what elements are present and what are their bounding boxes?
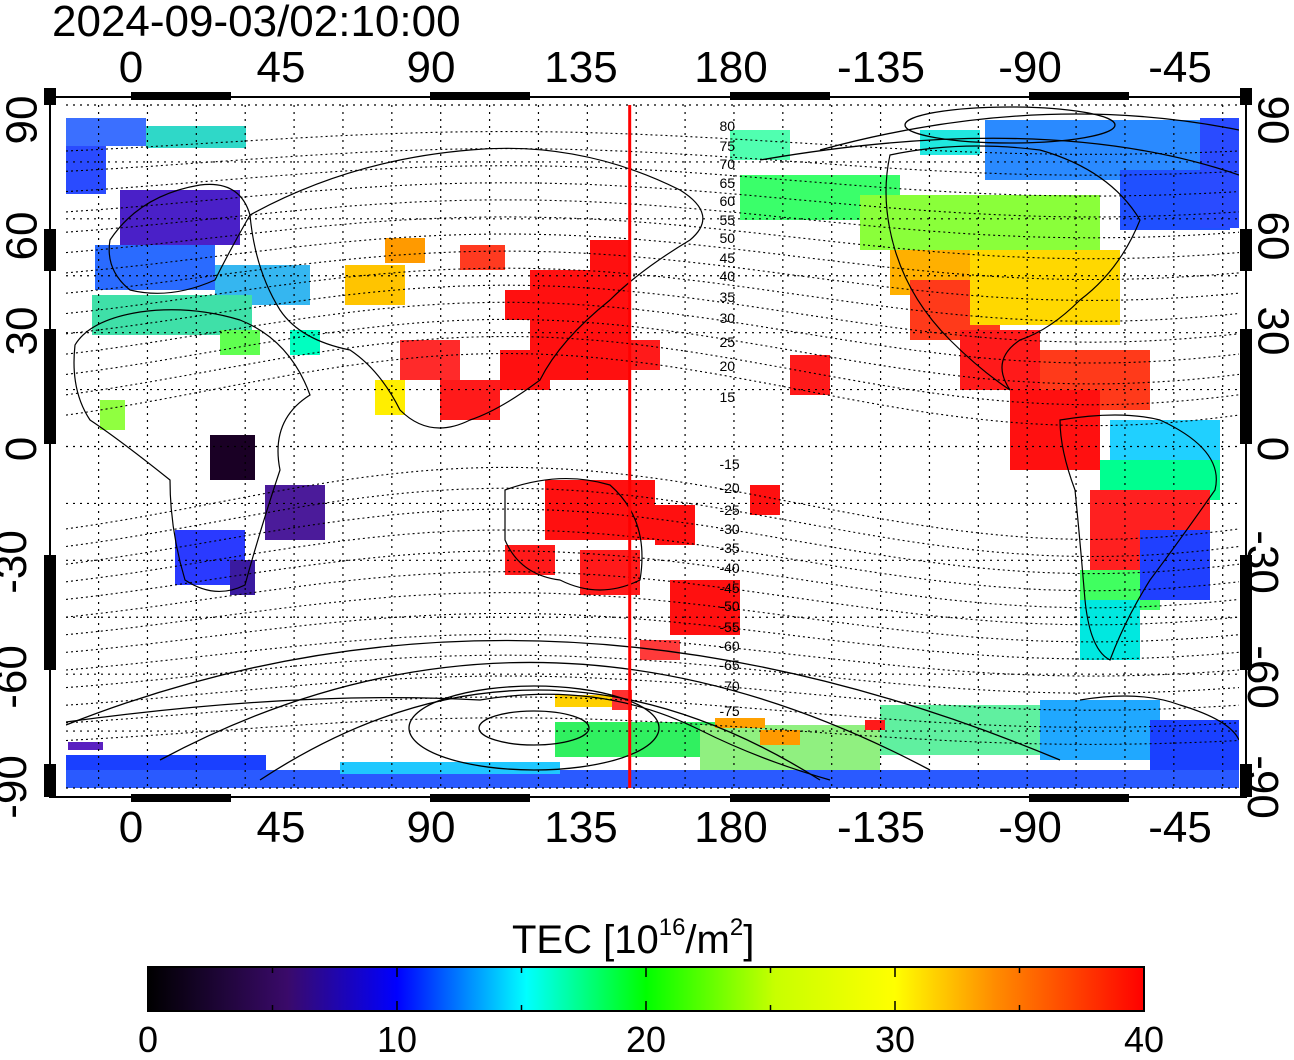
lon-label-bottom-3: 135 bbox=[544, 803, 618, 852]
contour-label: 20 bbox=[719, 358, 735, 374]
lon-label-bottom-6: -90 bbox=[998, 803, 1062, 852]
lon-label-top-1: 45 bbox=[256, 43, 306, 92]
contour-label: 25 bbox=[719, 334, 735, 350]
contour-label: 15 bbox=[719, 389, 735, 405]
contour-label: 70 bbox=[719, 156, 735, 172]
magnetic-latitude-contour bbox=[66, 335, 1239, 406]
colorbar-title-mid: /m bbox=[685, 918, 730, 962]
lat-label-right-1: 60 bbox=[1248, 211, 1294, 261]
contour-label: -60 bbox=[719, 638, 739, 654]
magnetic-latitude-contour bbox=[66, 529, 1239, 592]
colorbar-title-main: TEC [10 bbox=[512, 918, 659, 962]
magnetic-latitude-contour bbox=[66, 233, 1239, 281]
lat-label-left-2: 30 bbox=[0, 306, 47, 356]
magnetic-latitude-contour bbox=[66, 182, 1239, 218]
lon-label-bottom-4: 180 bbox=[694, 803, 768, 852]
magnetic-latitude-contour bbox=[66, 696, 1239, 728]
contour-label: 80 bbox=[719, 118, 735, 134]
lon-label-bottom-1: 45 bbox=[256, 803, 306, 852]
axis-bars bbox=[44, 88, 1252, 802]
lat-label-right-0: 90 bbox=[1248, 95, 1294, 145]
lon-label-top-5: -135 bbox=[836, 43, 926, 92]
colorbar-tick-label-3: 30 bbox=[874, 1019, 916, 1060]
colorbar-title-end: ] bbox=[743, 918, 755, 962]
lat-label-right-2: 30 bbox=[1248, 306, 1294, 356]
lat-label-left-6: -90 bbox=[0, 755, 36, 819]
colorbar-title: TEC [1016/m2] bbox=[512, 905, 754, 963]
lat-label-left-1: 60 bbox=[0, 211, 47, 261]
magnetic-latitude-contour bbox=[66, 318, 1239, 385]
magnetic-latitude-contour bbox=[66, 466, 1239, 541]
contour-label: -70 bbox=[719, 678, 739, 694]
colorbar-tick-label-4: 40 bbox=[1123, 1019, 1165, 1060]
contour-label: -65 bbox=[719, 657, 739, 673]
graticule bbox=[66, 104, 1239, 789]
magnetic-latitude-contour bbox=[66, 199, 1239, 239]
colorbar-ticks bbox=[147, 967, 1145, 1011]
magnetic-latitude-contour bbox=[66, 216, 1239, 260]
colorbar-tick-label-0: 0 bbox=[137, 1019, 159, 1060]
magnetic-latitude-contour bbox=[66, 148, 1239, 176]
contour-labels: 80 75 70 65 60 55 50 45 40 35 30 25 20 15 -15 -20 -25 -30… bbox=[719, 118, 739, 719]
lat-label-right-4: -30 bbox=[1237, 530, 1287, 594]
timestamp-title: 2024-09-03/02:10:00 bbox=[52, 0, 461, 46]
lat-label-left-3: 0 bbox=[0, 436, 47, 462]
magnetic-latitude-contour bbox=[66, 633, 1239, 677]
south-pole-contours bbox=[66, 106, 1239, 781]
contour-label: -50 bbox=[719, 598, 739, 614]
lon-label-bottom-0: 0 bbox=[118, 803, 144, 852]
contour-label: -75 bbox=[719, 703, 739, 719]
lon-label-bottom-5: -135 bbox=[836, 803, 926, 852]
colorbar-title-exp1: 16 bbox=[658, 914, 686, 941]
contour-label: -15 bbox=[719, 456, 739, 472]
contour-label: 45 bbox=[719, 250, 735, 266]
contour-label: -20 bbox=[719, 480, 739, 496]
magnetic-latitude-contour bbox=[66, 508, 1239, 575]
lon-label-top-6: -90 bbox=[998, 43, 1062, 92]
magnetic-latitude-contour bbox=[66, 131, 1239, 155]
contour-label: 55 bbox=[719, 212, 735, 228]
lon-label-top-7: -45 bbox=[1148, 43, 1212, 92]
magnetic-latitude-contour bbox=[66, 487, 1239, 558]
lon-label-top-2: 90 bbox=[406, 43, 456, 92]
contour-label: 30 bbox=[719, 310, 735, 326]
contour-label: 40 bbox=[719, 268, 735, 284]
contour-label: 50 bbox=[719, 230, 735, 246]
lat-label-right-6: -90 bbox=[1237, 755, 1287, 819]
lat-label-right-5: -60 bbox=[1237, 645, 1287, 709]
contour-label: -30 bbox=[719, 521, 739, 537]
contour-label: -35 bbox=[719, 540, 739, 556]
lat-label-right-3: 0 bbox=[1248, 436, 1294, 462]
magnetic-latitude-contour bbox=[66, 301, 1239, 364]
lon-label-bottom-2: 90 bbox=[406, 803, 456, 852]
contour-label: 75 bbox=[719, 138, 735, 154]
contour-label: -40 bbox=[719, 560, 739, 576]
contour-label: -55 bbox=[719, 619, 739, 635]
lon-label-top-0: 0 bbox=[118, 43, 144, 92]
magnetic-latitude-contour bbox=[66, 165, 1239, 197]
contour-label: 60 bbox=[719, 193, 735, 209]
magnetic-latitude-contour bbox=[66, 717, 1239, 745]
lon-label-top-3: 135 bbox=[544, 43, 618, 92]
lat-label-left-5: -60 bbox=[0, 645, 36, 709]
colorbar-tick-label-1: 10 bbox=[376, 1019, 418, 1060]
magnetic-latitude-contour bbox=[66, 592, 1239, 643]
contour-label: 35 bbox=[719, 289, 735, 305]
lon-label-top-4: 180 bbox=[694, 43, 768, 92]
lat-label-left-0: 90 bbox=[0, 95, 47, 145]
contour-label: 65 bbox=[719, 175, 735, 191]
colorbar-tick-label-2: 20 bbox=[625, 1019, 667, 1060]
contour-label: -45 bbox=[719, 580, 739, 596]
colorbar-title-exp2: 2 bbox=[729, 914, 744, 941]
coastlines bbox=[66, 145, 1239, 781]
lat-label-left-4: -30 bbox=[0, 530, 36, 594]
lon-label-bottom-7: -45 bbox=[1148, 803, 1212, 852]
magnetic-latitude-contour bbox=[66, 654, 1239, 694]
magnetic-latitude-contour bbox=[66, 352, 1239, 427]
magnetic-latitude-contour bbox=[66, 612, 1239, 660]
contour-label: -25 bbox=[719, 502, 739, 518]
magnetic-latitude-contour bbox=[66, 675, 1239, 711]
